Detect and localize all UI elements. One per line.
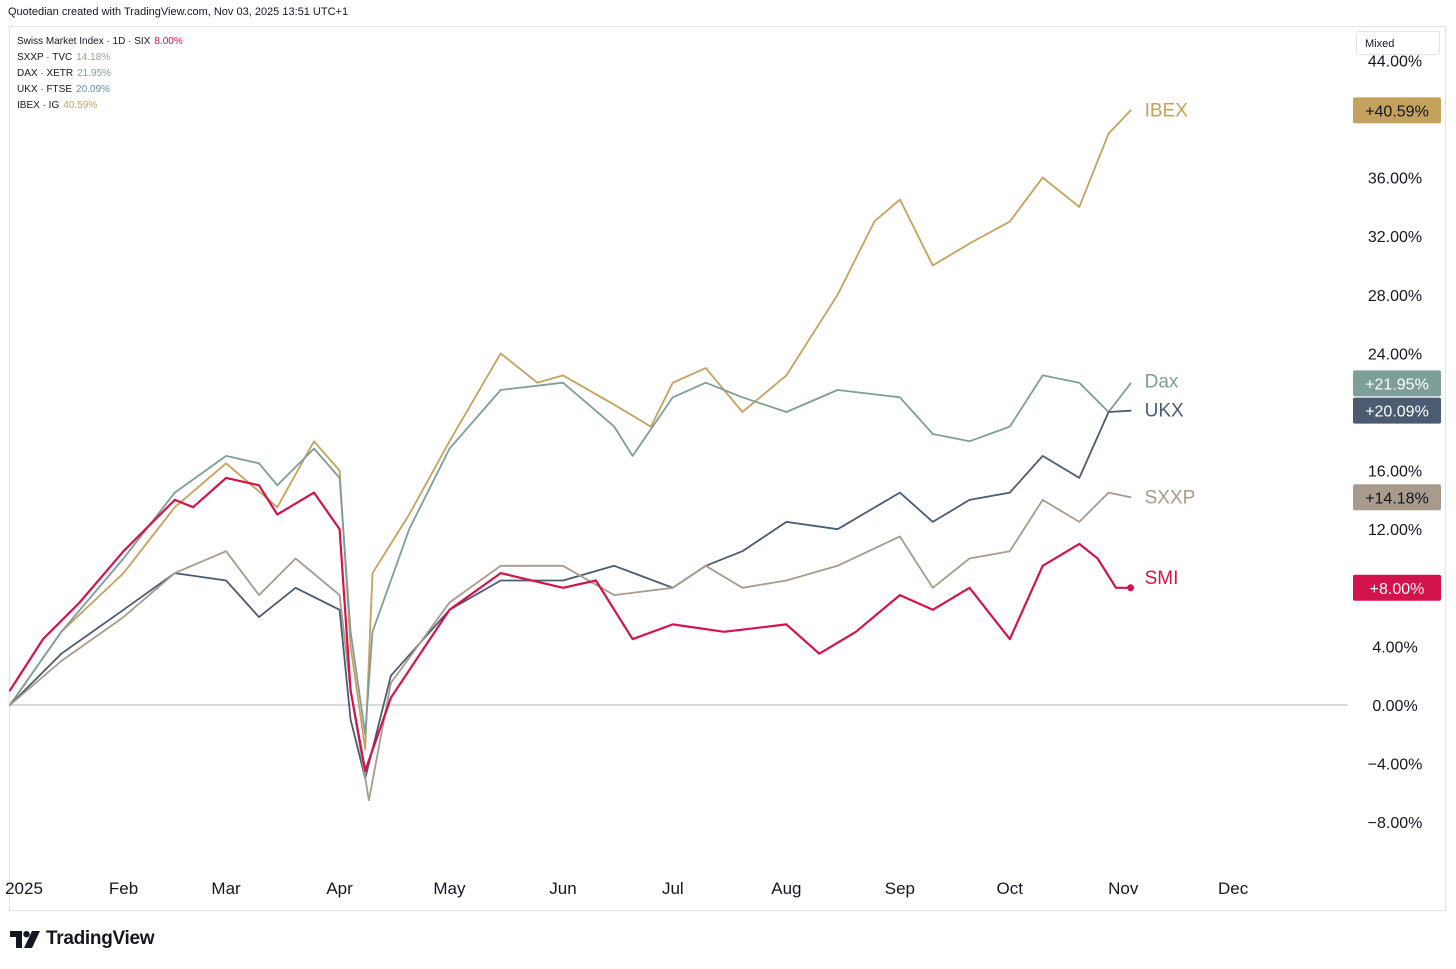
series-line-ukx[interactable] [9, 409, 1132, 780]
x-tick-label: Oct [997, 879, 1024, 898]
chart-attribution: Quotedian created with TradingView.com, … [8, 6, 349, 18]
legend-value: 20.09% [76, 84, 110, 95]
series-value-badge-text: +40.59% [1365, 103, 1429, 120]
series-end-label: Dax [1145, 371, 1179, 392]
tradingview-logo-text: TradingView [46, 928, 155, 949]
series-value-badge [1353, 397, 1441, 424]
legend-label: SXXP · TVC [17, 52, 73, 63]
y-tick-label: 28.00% [1368, 288, 1422, 305]
series-line-ibex[interactable] [9, 109, 1132, 750]
x-tick-label: Nov [1108, 879, 1139, 898]
series-value-badge [1353, 97, 1441, 124]
legend-label: UKX · FTSE [17, 84, 73, 95]
x-tick-label: Apr [326, 879, 353, 898]
series-value-badge-text: +21.95% [1365, 376, 1429, 393]
series-legend: Swiss Market Index · 1D · SIX 8.00% SXXP ·… [17, 34, 183, 114]
x-tick-label: Jun [549, 879, 576, 898]
legend-item[interactable]: Swiss Market Index · 1D · SIX 8.00% [17, 34, 183, 50]
chart-frame[interactable] [9, 26, 1446, 911]
y-tick-label: 12.00% [1368, 522, 1422, 539]
legend-item[interactable]: SXXP · TVC 14.18% [17, 50, 183, 66]
tradingview-logo[interactable]: TradingView [10, 928, 155, 950]
series-end-label: SXXP [1145, 487, 1196, 508]
series-value-badge [1353, 484, 1441, 511]
legend-value: 14.18% [76, 52, 111, 63]
x-tick-label: 2025 [5, 879, 43, 898]
series-end-label: IBEX [1145, 100, 1189, 121]
series-end-label: SMI [1145, 568, 1179, 589]
series-line-smi[interactable] [8, 476, 1132, 772]
x-tick-label: Feb [109, 879, 138, 898]
x-tick-label: May [433, 879, 466, 898]
y-tick-label: 0.00% [1372, 698, 1417, 715]
series-value-badge-text: +14.18% [1365, 490, 1429, 507]
legend-item[interactable]: IBEX · IG 40.59% [17, 98, 183, 114]
series-end-marker [1127, 584, 1135, 592]
y-tick-label: −4.00% [1368, 757, 1423, 774]
y-tick-label: 44.00% [1368, 53, 1422, 70]
y-tick-label: 16.00% [1368, 464, 1422, 481]
legend-value: 40.59% [63, 100, 98, 111]
y-tick-label: −8.00% [1368, 815, 1423, 832]
y-tick-label: 4.00% [1372, 639, 1417, 656]
legend-label: Swiss Market Index · 1D · SIX [17, 36, 151, 47]
y-tick-label: 24.00% [1368, 346, 1422, 363]
y-tick-label: 36.00% [1368, 171, 1422, 188]
series-end-label: UKX [1145, 401, 1184, 422]
legend-value: 21.95% [77, 68, 112, 79]
series-value-badge-text: +20.09% [1365, 404, 1429, 421]
legend-item[interactable]: DAX · XETR 21.95% [17, 66, 183, 82]
legend-label: IBEX · IG [17, 100, 60, 111]
legend-item[interactable]: UKX · FTSE 20.09% [17, 82, 183, 98]
y-tick-label: 32.00% [1368, 229, 1422, 246]
x-tick-label: Sep [885, 879, 915, 898]
series-value-badge [1353, 370, 1441, 397]
series-line-sxxp[interactable] [9, 491, 1132, 802]
series-value-badge-text: +8.00% [1370, 581, 1425, 598]
x-tick-label: Aug [771, 879, 801, 898]
x-tick-label: Mar [211, 879, 241, 898]
series-value-badge [1353, 574, 1441, 601]
legend-value: 8.00% [154, 36, 183, 47]
series-line-dax[interactable] [9, 374, 1132, 736]
x-tick-label: Jul [662, 879, 684, 898]
x-tick-label: Dec [1218, 879, 1249, 898]
legend-label: DAX · XETR [17, 68, 74, 79]
scale-mode-button[interactable]: Mixed [1356, 31, 1440, 55]
tradingview-logo-icon [10, 930, 40, 948]
